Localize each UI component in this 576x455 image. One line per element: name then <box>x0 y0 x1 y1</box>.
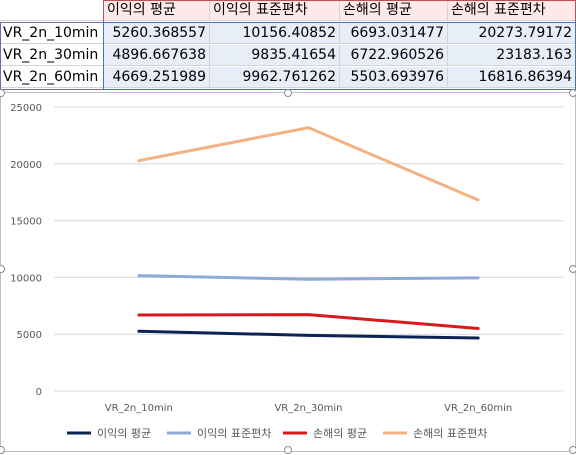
table-row: VR_2n_60min 4669.251989 9962.761262 5503… <box>0 67 576 89</box>
series-line <box>137 274 480 281</box>
resize-handle[interactable] <box>284 89 292 97</box>
row-label-cell[interactable]: VR_2n_10min <box>0 23 104 44</box>
value-cell[interactable]: 4669.251989 <box>104 67 210 88</box>
y-tick-label: 25000 <box>10 103 42 114</box>
value-cell[interactable]: 9962.761262 <box>210 67 340 88</box>
header-row: 이익의 평균 이익의 표준편차 손해의 평균 손해의 표준편차 <box>0 0 576 22</box>
header-cell[interactable]: 손해의 평균 <box>340 0 448 21</box>
value-cell[interactable]: 6693.031477 <box>340 23 448 44</box>
y-tick-label: 5000 <box>17 330 42 341</box>
corner-cell[interactable] <box>0 0 104 21</box>
table-row: VR_2n_10min 5260.368557 10156.40852 6693… <box>0 23 576 45</box>
y-tick-label: 0 <box>36 387 42 398</box>
series-line <box>137 126 480 202</box>
resize-handle[interactable] <box>0 265 5 273</box>
header-cell[interactable]: 손해의 표준편차 <box>448 0 576 21</box>
header-cell[interactable]: 이익의 표준편차 <box>210 0 340 21</box>
value-cell[interactable]: 16816.86394 <box>448 67 576 88</box>
value-cell[interactable]: 9835.41654 <box>210 45 340 66</box>
table-row: VR_2n_30min 4896.667638 9835.41654 6722.… <box>0 45 576 67</box>
x-tick-label: VR_2n_60min <box>444 403 512 414</box>
resize-handle[interactable] <box>569 446 576 454</box>
x-tick-label: VR_2n_10min <box>105 403 173 414</box>
y-tick-label: 10000 <box>10 273 42 284</box>
resize-handle[interactable] <box>569 89 576 97</box>
line-chart[interactable]: 0 5000 10000 15000 20000 25000 VR_2n_10min VR_2… <box>0 89 576 454</box>
value-cell[interactable]: 10156.40852 <box>210 23 340 44</box>
resize-handle[interactable] <box>0 89 5 97</box>
chart-plot-area: 0 5000 10000 15000 20000 25000 VR_2n_10min VR_2… <box>10 103 563 440</box>
legend-label: 손해의 표준편차 <box>413 426 487 440</box>
y-tick-label: 20000 <box>10 160 42 171</box>
value-cell[interactable]: 6722.960526 <box>340 45 448 66</box>
row-label-cell[interactable]: VR_2n_60min <box>0 67 104 88</box>
legend-label: 손해의 평균 <box>313 426 367 440</box>
header-cell[interactable]: 이익의 평균 <box>104 0 210 21</box>
value-cell[interactable]: 20273.79172 <box>448 23 576 44</box>
spreadsheet-grid: 이익의 평균 이익의 표준편차 손해의 평균 손해의 표준편차 VR_2n_10… <box>0 0 576 92</box>
resize-handle[interactable] <box>569 265 576 273</box>
x-tick-label: VR_2n_30min <box>274 403 342 414</box>
value-cell[interactable]: 4896.667638 <box>104 45 210 66</box>
legend-label: 이익의 평균 <box>97 427 151 440</box>
row-label-cell[interactable]: VR_2n_30min <box>0 45 104 66</box>
resize-handle[interactable] <box>0 446 5 454</box>
value-cell[interactable]: 5260.368557 <box>104 23 210 44</box>
value-cell[interactable]: 23183.163 <box>448 45 576 66</box>
value-cell[interactable]: 5503.693976 <box>340 67 448 88</box>
legend-label: 이익의 표준편차 <box>197 427 271 440</box>
series-line <box>137 329 480 340</box>
resize-handle[interactable] <box>284 446 292 454</box>
series-line <box>137 313 480 330</box>
y-tick-label: 15000 <box>10 217 42 228</box>
